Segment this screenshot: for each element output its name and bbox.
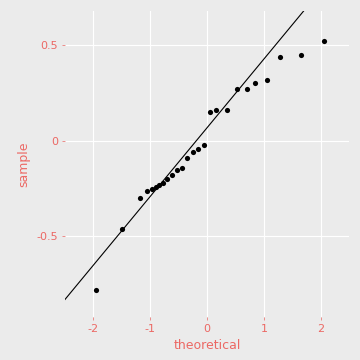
Point (201, 142, 207, 148)
Point (277, 54, 283, 59)
Point (153, 184, 159, 190)
Point (169, 172, 175, 178)
Point (190, 149, 196, 155)
Point (144, 188, 150, 193)
Point (164, 176, 170, 182)
Point (137, 195, 143, 201)
Point (321, 39, 327, 44)
Point (179, 165, 185, 171)
Point (184, 155, 190, 161)
Point (207, 109, 213, 115)
Y-axis label: sample: sample (18, 141, 31, 186)
Point (224, 107, 230, 113)
Point (119, 226, 125, 232)
Point (264, 77, 270, 82)
X-axis label: theoretical: theoretical (173, 339, 241, 352)
Point (195, 145, 201, 151)
Point (156, 182, 162, 188)
Point (244, 86, 250, 92)
Point (160, 180, 166, 186)
Point (93, 287, 99, 293)
Point (252, 81, 258, 86)
Point (213, 107, 219, 113)
Point (149, 186, 155, 192)
Point (234, 86, 240, 92)
Point (174, 167, 180, 172)
Point (298, 52, 304, 58)
